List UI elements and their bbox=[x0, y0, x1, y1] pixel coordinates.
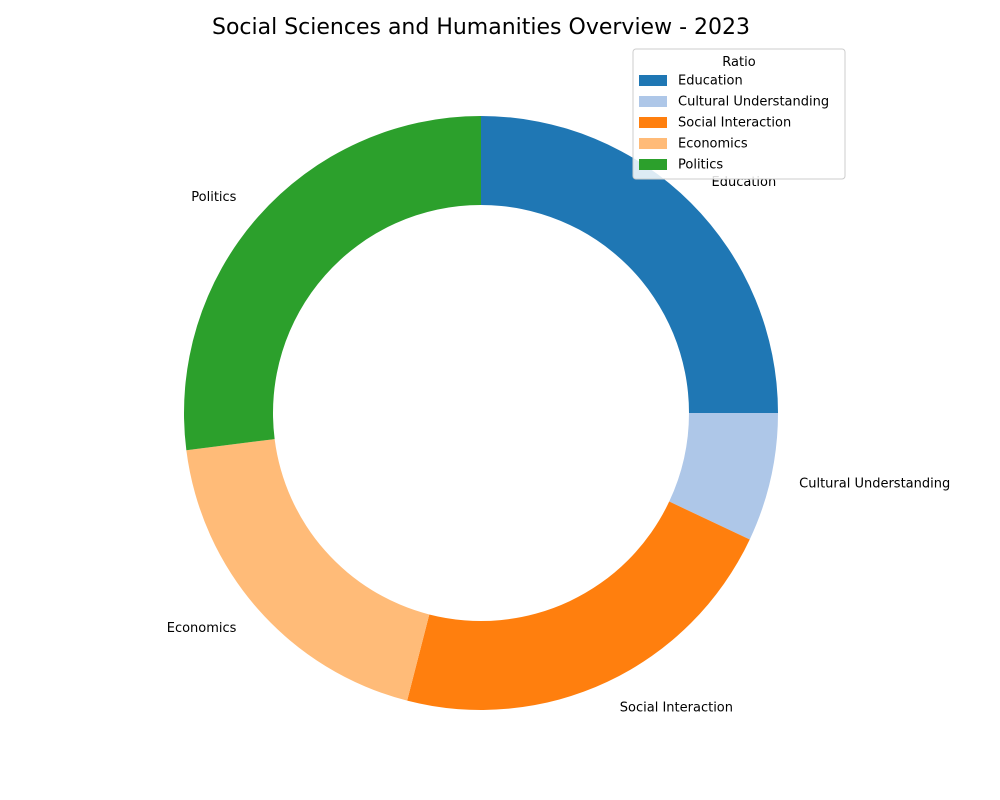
legend-swatch-education bbox=[639, 75, 667, 86]
slice-social-interaction bbox=[407, 501, 750, 710]
legend-swatch-economics bbox=[639, 138, 667, 149]
slice-label-cultural-understanding: Cultural Understanding bbox=[799, 477, 950, 492]
legend-swatch-politics bbox=[639, 159, 667, 170]
slice-label-economics: Economics bbox=[167, 621, 237, 636]
legend-label-economics: Economics bbox=[678, 137, 748, 152]
chart-title: Social Sciences and Humanities Overview … bbox=[212, 15, 750, 40]
legend-items: Education Cultural Understanding Social In… bbox=[639, 74, 829, 173]
legend-label-politics: Politics bbox=[678, 158, 723, 173]
slice-label-social-interaction: Social Interaction bbox=[620, 700, 733, 715]
legend-label-education: Education bbox=[678, 74, 743, 89]
slice-label-politics: Politics bbox=[191, 190, 236, 205]
slice-economics bbox=[186, 439, 430, 701]
legend-label-social-interaction: Social Interaction bbox=[678, 116, 791, 131]
legend-swatch-social-interaction bbox=[639, 117, 667, 128]
legend-frame bbox=[632, 48, 846, 180]
legend-title: Ratio bbox=[722, 55, 755, 70]
legend-swatch-cultural-understanding bbox=[639, 96, 667, 107]
legend-label-cultural-understanding: Cultural Understanding bbox=[678, 95, 829, 110]
legend: Ratio Education Cultural Understanding Soc… bbox=[632, 48, 846, 180]
slice-politics bbox=[183, 116, 481, 451]
slice-education bbox=[481, 116, 778, 413]
slice-cultural-understanding bbox=[669, 413, 778, 540]
donut-slices bbox=[183, 116, 778, 710]
